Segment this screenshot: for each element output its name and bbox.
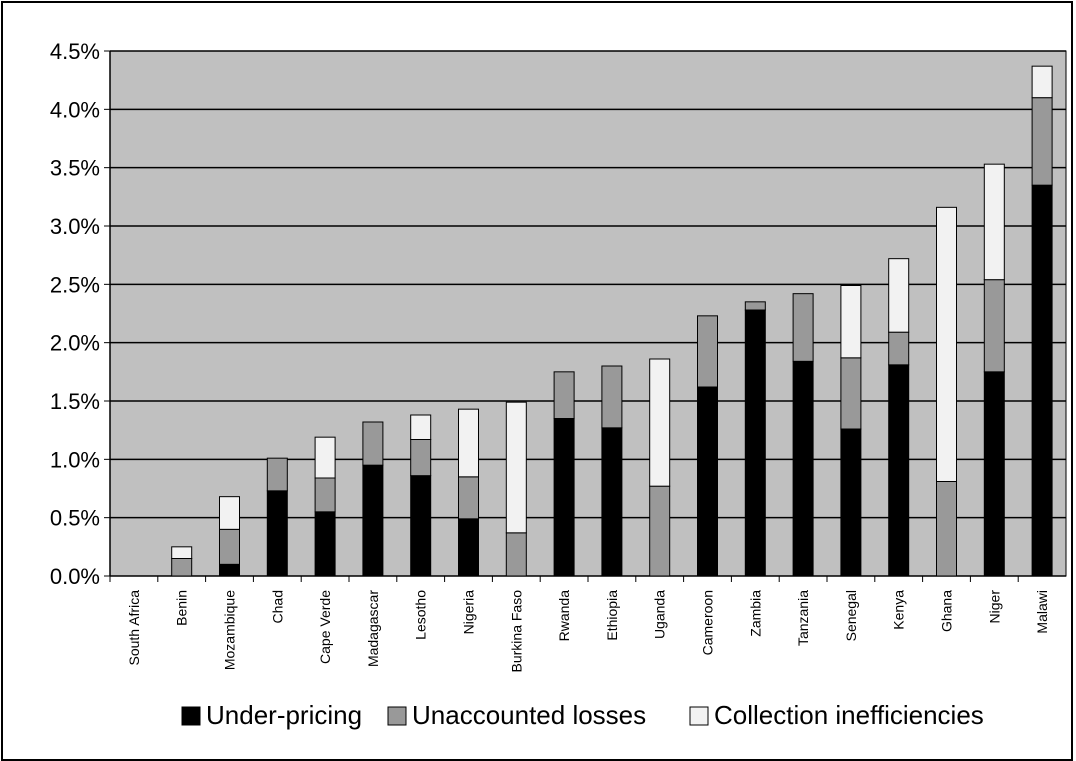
legend: Under-pricing Unaccounted losses Collectio…	[181, 700, 984, 730]
x-category-label: Cape Verde	[317, 590, 333, 664]
bar-segment-2	[458, 408, 479, 478]
bar-segment-1	[219, 528, 240, 565]
bar-segment-1	[983, 279, 1005, 373]
x-category-label: Uganda	[652, 590, 668, 639]
x-category-label: Burkina Faso	[508, 590, 524, 673]
bar-segment-1	[171, 558, 193, 577]
bar-segment-0	[744, 309, 766, 577]
bar-segment-0	[362, 464, 384, 577]
bar-segment-2	[936, 206, 957, 482]
bar-segment-0	[601, 427, 623, 577]
bar-segment-2	[649, 358, 671, 487]
bar-segment-1	[1031, 97, 1053, 186]
bar-segment-2	[219, 496, 240, 530]
legend-swatch	[181, 706, 201, 726]
bar-segment-1	[314, 477, 336, 513]
legend-label: Under-pricing	[206, 700, 362, 730]
y-tick-label: 3.5%	[50, 156, 100, 181]
x-category-label: Niger	[986, 590, 1002, 624]
bar-segment-1	[601, 365, 623, 429]
x-category-label: Madagascar	[365, 590, 381, 667]
x-category-label: Mozambique	[222, 590, 238, 670]
bar-segment-2	[410, 414, 432, 440]
y-tick-label: 4.5%	[50, 39, 100, 64]
bar-segment-0	[219, 563, 240, 577]
bar-segment-0	[792, 360, 814, 577]
x-category-label: Zambia	[747, 590, 763, 637]
bar-segment-1	[744, 301, 766, 311]
bar-segment-0	[410, 475, 432, 577]
y-tick-label: 1.0%	[50, 447, 100, 472]
bar-segment-0	[314, 511, 336, 577]
x-category-label: Ethiopia	[604, 590, 620, 641]
bar-segment-1	[792, 293, 814, 362]
plot-area	[109, 50, 1067, 577]
x-category-label: Cameroon	[700, 590, 716, 655]
bar-segment-2	[505, 401, 527, 534]
y-tick-label: 0.5%	[50, 506, 100, 531]
bar-segment-1	[266, 457, 288, 492]
bar-segment-1	[505, 532, 527, 577]
x-category-label: Ghana	[939, 590, 955, 632]
bar-segment-0	[553, 418, 575, 577]
x-category-label: Lesotho	[413, 590, 429, 640]
bar-segment-1	[458, 476, 479, 520]
legend-label: Unaccounted losses	[412, 700, 646, 730]
bar-segment-0	[840, 428, 862, 577]
legend-swatch	[387, 706, 407, 726]
bar-segment-0	[458, 518, 479, 577]
bar-segment-0	[888, 364, 910, 577]
bar-segment-2	[314, 436, 336, 479]
y-axis-ticks: 0.0% 0.5% 1.0% 1.5% 2.0% 2.5% 3.0% 3.5% 4.0% 4.5%	[50, 39, 100, 589]
bar-segment-1	[649, 485, 671, 577]
y-tick-label: 2.5%	[50, 272, 100, 297]
y-tick-label: 4.0%	[50, 97, 100, 122]
y-tick-label: 2.0%	[50, 331, 100, 356]
x-category-label: Senegal	[843, 590, 859, 641]
bar-segment-1	[840, 357, 862, 430]
y-tick-label: 0.0%	[50, 564, 100, 589]
x-category-label: Chad	[269, 590, 285, 623]
bar-segment-2	[983, 163, 1005, 281]
bar-segment-1	[888, 331, 910, 366]
bars	[171, 65, 1053, 577]
bar-segment-1	[697, 315, 718, 388]
bar-segment-2	[840, 285, 862, 359]
bar-segment-0	[983, 371, 1005, 577]
bar-segment-1	[410, 439, 432, 477]
x-category-label: Benin	[174, 590, 190, 626]
bar-segment-2	[888, 258, 910, 333]
bar-segment-1	[936, 481, 957, 577]
bar-segment-2	[1031, 65, 1053, 99]
x-category-label: Nigeria	[461, 590, 477, 635]
bar-segment-2	[171, 546, 193, 559]
x-category-label: Malawi	[1034, 590, 1050, 634]
bar-segment-1	[553, 371, 575, 420]
bar-segment-0	[1031, 184, 1053, 577]
x-category-label: Kenya	[891, 590, 907, 630]
x-category-label: Rwanda	[556, 590, 572, 642]
bar-segment-1	[362, 421, 384, 466]
x-category-label: Tanzania	[795, 590, 811, 646]
legend-swatch	[689, 706, 709, 726]
y-tick-label: 1.5%	[50, 389, 100, 414]
bar-segment-0	[266, 490, 288, 577]
y-tick-label: 3.0%	[50, 214, 100, 239]
bar-segment-0	[697, 386, 718, 577]
legend-label: Collection inefficiencies	[714, 700, 984, 730]
x-category-label: South Africa	[126, 590, 142, 666]
